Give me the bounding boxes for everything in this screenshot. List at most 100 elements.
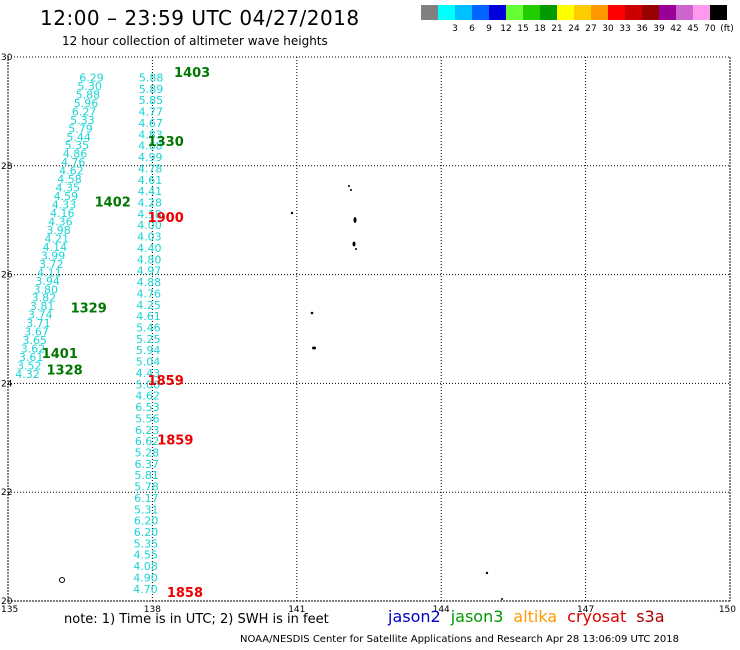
satellite-name-jason2: jason2 [388,607,441,626]
legend-swatch [642,5,659,20]
island [348,185,350,187]
lat-lon-grid [7,56,731,602]
track-a-wave-height: 3.52 [17,359,41,372]
legend-label: 33 [619,24,631,34]
legend-label: 70 [704,24,716,34]
track-a-wave-height: 5.79 [68,122,93,135]
track-b-wave-height: 5.78 [134,481,159,494]
pass-time-label: 1401 [42,347,78,362]
legend-label: 6 [469,24,475,34]
track-a-wave-height: 5.35 [65,139,90,152]
legend-label: 24 [568,24,580,34]
island [355,248,357,250]
track-b-wave-height: 6.20 [134,515,159,528]
pass-time-label: 1859 [148,374,184,389]
track-b-wave-height: 4.41 [138,185,163,198]
track-a-wave-height: 3.62 [21,343,46,356]
track-b-wave-height: 4.62 [135,390,160,403]
pass-time-label: 1900 [148,211,184,226]
track-b-wave-height: 4.61 [136,310,161,323]
pass-time-label: 1402 [95,196,131,211]
lat-tick-label: 24 [1,379,13,389]
track-a-wave-height: 3.74 [28,309,53,322]
pass-time-labels: 1403 1330 1402 1900 1329 1401 1328 1859 1859 1858 [42,66,211,601]
track-b-wave-height: 5.25 [136,333,161,346]
lon-tick-label: 135 [1,605,18,615]
track-b-wave-height: 4.61 [138,174,163,187]
track-b-wave-height: 5.06 [135,378,160,391]
legend-swatch [625,5,642,20]
track-a-wave-height: 5.88 [76,88,101,101]
track-b-wave-height: 5.81 [134,469,159,482]
track-a-wave-height: 4.86 [63,148,88,161]
lon-tick-label: 138 [144,605,161,615]
lat-tick-label: 20 [1,597,13,607]
track-b-wave-height: 4.88 [137,276,162,289]
legend-swatch [489,5,506,20]
track-a-wave-height: 3.61 [19,351,44,364]
track-b-wave-height: 5.46 [136,321,161,334]
track-a-wave-height: 4.36 [48,215,73,228]
track-a-wave-height: 4.16 [50,207,75,220]
track-a-wave-height: 6.27 [72,105,97,118]
track-b-wave-height: 4.83 [138,128,163,141]
track-b-wave-height: 6.17 [134,492,159,505]
credit-line: NOAA/NESDIS Center for Satellite Applica… [240,634,679,645]
track-b-wave-height: 4.78 [138,162,163,175]
legend-label: 3 [452,24,458,34]
track-b-wave-height: 6.62 [135,435,160,448]
track-a-wave-height: 3.80 [34,283,59,296]
pass-time-label: 1858 [167,586,203,601]
pass-time-label: 1328 [47,364,83,379]
track-b-wave-height: 4.43 [136,367,161,380]
track-b-wave-height: 4.25 [136,299,161,312]
islands [59,185,503,600]
track-a-wave-height: 3.67 [24,326,49,339]
legend-label: 42 [670,24,682,34]
satellite-tracks: 6.295.305.885.966.275.335.795.445.354.86… [15,71,163,595]
track-a-wave-height: 3.94 [35,275,60,288]
track-b-wave-height: 4.28 [138,196,163,209]
lon-tick-label: 150 [719,605,736,615]
track-b-wave-height: 5.35 [134,537,159,550]
track-b-wave-height: 4.76 [136,287,161,300]
track-a-wave-height: 6.29 [79,71,104,84]
track-a-wave-height: 4.11 [37,266,62,279]
legend-label: 39 [653,24,665,34]
track-b-wave-height: 5.31 [134,503,159,516]
island [350,189,352,191]
track-a-wave-height: 4.76 [61,156,86,169]
track-a-wave-height: 3.98 [46,224,71,237]
track-b-wave-height: 6.53 [135,401,160,414]
track-a-wave-height: 3.81 [30,300,54,313]
legend-swatch [523,5,540,20]
track-a-wave-height: 4.62 [59,165,84,178]
track-a-wave-height: 3.65 [23,334,48,347]
satellite-name-s3a: s3a [636,607,665,626]
track-a-wave-height: 4.35 [55,182,80,195]
track-b-wave-height: 4.00 [137,219,162,232]
track-b-wave-height: 4.08 [133,560,158,573]
legend-swatch [676,5,693,20]
pass-time-label: 1859 [157,433,193,448]
island [290,211,294,215]
lat-tick-label: 30 [1,53,13,63]
island [310,311,314,315]
track-b-wave-height: 4.03 [137,231,162,244]
legend-swatch [540,5,557,20]
track-b-wave-height: 4.70 [133,583,158,596]
island [485,571,489,575]
legend-label: 30 [602,24,614,34]
track-b-wave-height: 5.94 [136,344,161,357]
track-b-wave-height: 5.56 [135,412,160,425]
legend-label: 45 [687,24,699,34]
lat-tick-label: 28 [1,162,13,172]
legend-swatch [693,5,710,20]
legend-label: 18 [534,24,546,34]
track-a-wave-height: 4.21 [44,232,68,245]
island [353,217,357,223]
legend-swatch [438,5,455,20]
legend-label: 12 [500,24,512,34]
track-b-wave-height: 5.88 [139,71,164,84]
legend-label: 9 [486,24,492,34]
